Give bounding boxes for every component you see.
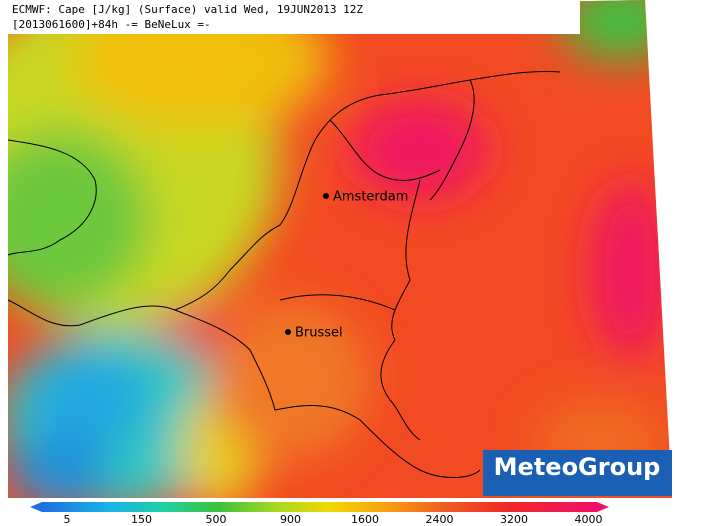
logo-text: MeteoGroup — [494, 453, 661, 481]
colorbar-arrow — [30, 502, 42, 512]
colorbar-bar — [42, 502, 597, 512]
colorbar — [30, 502, 609, 512]
colorbar-label: 2400 — [426, 513, 454, 526]
header-line: [2013061600]+84h -= BeNeLux =- — [12, 18, 211, 31]
header-box — [8, 0, 580, 34]
colorbar-label: 1600 — [351, 513, 379, 526]
logo-box — [483, 450, 672, 496]
cape-field — [8, 0, 672, 498]
city-label: Brussel — [295, 326, 343, 341]
colorbar-label: 900 — [280, 513, 301, 526]
colorbar-label: 500 — [206, 513, 227, 526]
city-dot — [285, 329, 291, 335]
colorbar-arrow — [597, 502, 609, 512]
borders — [7, 71, 561, 478]
colorbar-label: 3200 — [500, 513, 528, 526]
colorbar-label: 4000 — [575, 513, 603, 526]
header-line: ECMWF: Cape [J/kg] (Surface) valid Wed, … — [12, 3, 363, 16]
city-dot — [323, 193, 329, 199]
colorbar-label: 150 — [131, 513, 152, 526]
colorbar-label: 5 — [64, 513, 71, 526]
city-label: Amsterdam — [333, 190, 408, 205]
